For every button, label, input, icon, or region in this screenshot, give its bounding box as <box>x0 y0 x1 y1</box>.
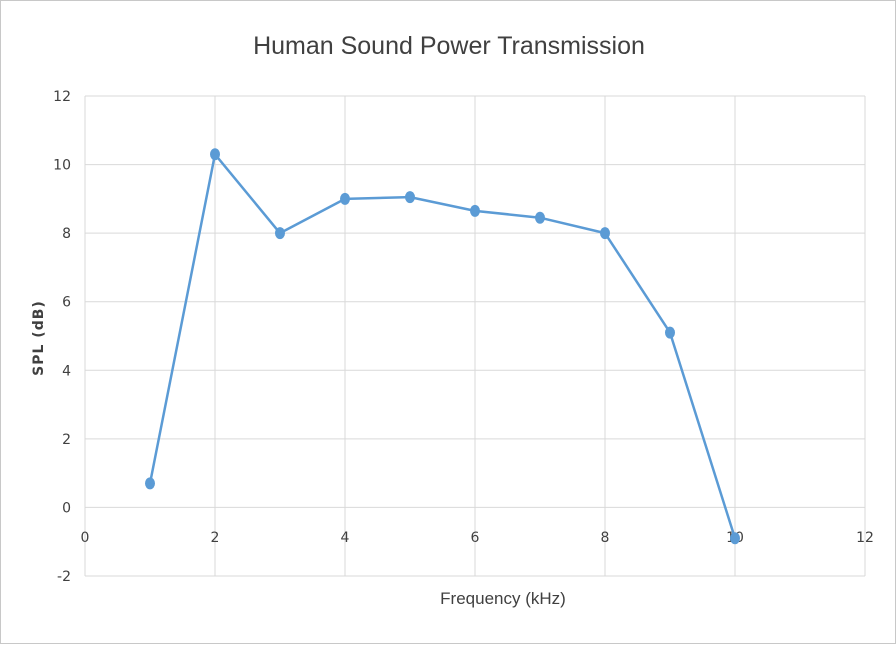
x-tick-label: 6 <box>471 530 480 546</box>
y-tick-label: 2 <box>62 432 71 448</box>
y-tick-label: 6 <box>62 295 71 311</box>
series-line <box>148 153 737 539</box>
data-point <box>405 191 415 204</box>
y-axis-label: SPL (dB) <box>31 300 47 376</box>
x-tick-label: 0 <box>81 530 90 546</box>
data-point <box>600 227 610 240</box>
data-series <box>145 148 740 545</box>
data-point <box>210 148 220 161</box>
y-tick-label: -2 <box>57 569 71 585</box>
chart-title: Human Sound Power Transmission <box>253 32 645 60</box>
x-tick-label: 8 <box>601 530 610 546</box>
y-tick-label: 0 <box>62 500 71 516</box>
x-tick-label: 2 <box>211 530 220 546</box>
data-point <box>470 204 480 217</box>
x-tick-label: 4 <box>341 530 350 546</box>
data-point <box>340 192 350 205</box>
data-point <box>730 532 740 545</box>
y-tick-label: 10 <box>53 158 71 174</box>
data-point <box>275 227 285 240</box>
data-point <box>535 211 545 224</box>
data-point <box>145 477 155 490</box>
y-tick-label: 4 <box>62 363 71 379</box>
x-axis-label: Frequency (kHz) <box>440 589 566 608</box>
y-tick-label: 12 <box>53 89 71 105</box>
x-tick-label: 12 <box>856 530 874 546</box>
data-point <box>665 326 675 339</box>
gridlines <box>84 95 866 577</box>
y-tick-labels: -2 0 2 4 6 8 10 12 <box>53 89 71 585</box>
y-tick-label: 8 <box>62 226 71 242</box>
